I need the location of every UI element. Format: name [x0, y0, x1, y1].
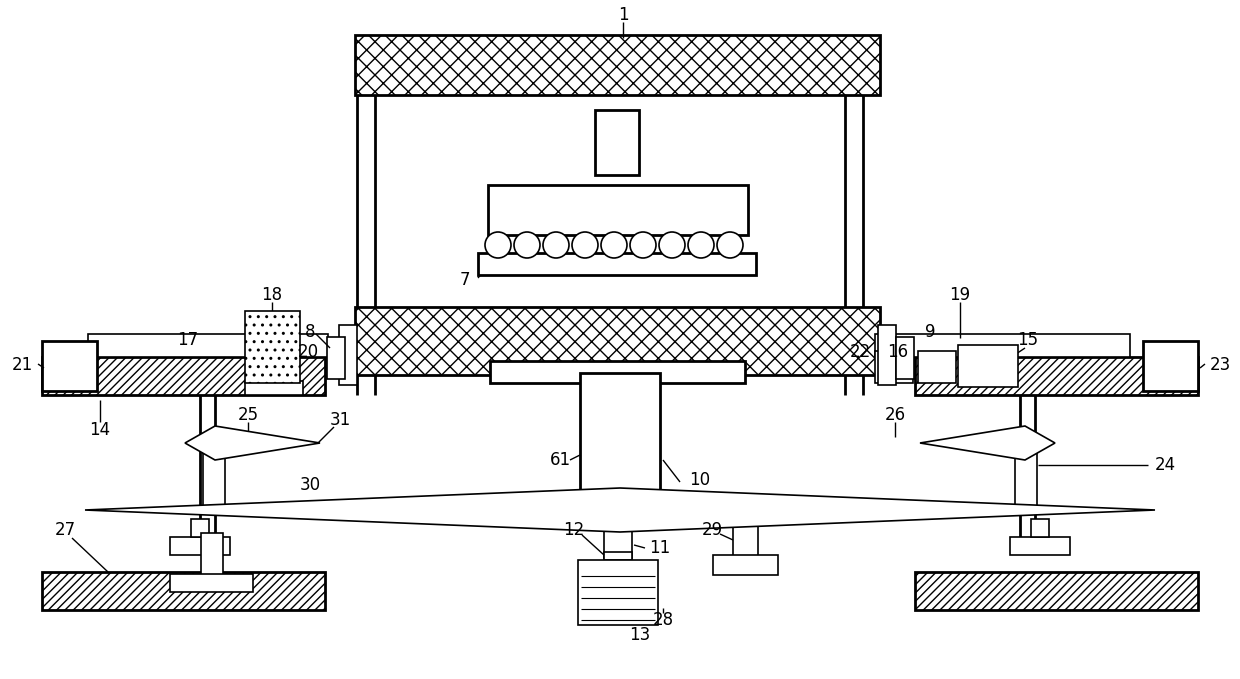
- Bar: [878, 325, 897, 385]
- Bar: [875, 334, 1130, 357]
- Polygon shape: [920, 426, 1055, 460]
- Bar: [201, 533, 223, 578]
- Text: 20: 20: [298, 343, 319, 361]
- Text: 24: 24: [1154, 456, 1176, 474]
- Bar: [42, 357, 325, 395]
- Bar: [915, 357, 1198, 395]
- Bar: [339, 325, 357, 385]
- Bar: [959, 345, 1018, 387]
- Bar: [246, 311, 300, 383]
- Text: 25: 25: [237, 406, 259, 424]
- Circle shape: [658, 232, 684, 258]
- Circle shape: [630, 232, 656, 258]
- Circle shape: [601, 232, 627, 258]
- Circle shape: [543, 232, 569, 258]
- Text: 12: 12: [563, 521, 584, 539]
- Bar: [875, 351, 913, 383]
- Bar: [580, 373, 660, 525]
- Polygon shape: [86, 488, 1154, 532]
- Text: 17: 17: [177, 331, 198, 349]
- Text: 11: 11: [650, 539, 671, 557]
- Circle shape: [485, 232, 511, 258]
- Bar: [1016, 445, 1037, 510]
- Bar: [595, 110, 639, 175]
- Bar: [713, 555, 777, 575]
- Bar: [897, 337, 914, 379]
- Bar: [604, 552, 632, 560]
- Bar: [733, 513, 758, 558]
- Text: 26: 26: [884, 406, 905, 424]
- Bar: [604, 513, 632, 558]
- Polygon shape: [185, 426, 320, 460]
- Bar: [327, 337, 345, 379]
- Bar: [88, 334, 329, 357]
- Text: 9: 9: [925, 323, 935, 341]
- Bar: [477, 253, 756, 275]
- Bar: [191, 519, 210, 537]
- Bar: [918, 351, 956, 383]
- Bar: [170, 537, 229, 555]
- Bar: [42, 341, 97, 391]
- Circle shape: [717, 232, 743, 258]
- Text: 23: 23: [1209, 356, 1230, 374]
- Text: 21: 21: [11, 356, 32, 374]
- Bar: [246, 381, 303, 395]
- Text: 18: 18: [262, 286, 283, 304]
- Circle shape: [515, 232, 539, 258]
- Bar: [355, 307, 880, 375]
- Text: 16: 16: [888, 343, 909, 361]
- Text: 15: 15: [1018, 331, 1039, 349]
- Bar: [42, 572, 325, 610]
- Bar: [915, 572, 1198, 610]
- Text: 31: 31: [330, 411, 351, 429]
- Text: 8: 8: [305, 323, 315, 341]
- Text: 19: 19: [950, 286, 971, 304]
- Bar: [203, 445, 224, 510]
- Text: 13: 13: [630, 626, 651, 644]
- Bar: [1143, 341, 1198, 391]
- Bar: [490, 361, 745, 383]
- Text: 10: 10: [689, 471, 711, 489]
- Text: 30: 30: [299, 476, 321, 494]
- Bar: [1030, 519, 1049, 537]
- Text: 28: 28: [652, 611, 673, 629]
- Bar: [578, 560, 658, 625]
- Bar: [170, 574, 253, 592]
- Text: 61: 61: [549, 451, 570, 469]
- Text: 22: 22: [849, 343, 870, 361]
- Text: 27: 27: [55, 521, 76, 539]
- Circle shape: [572, 232, 598, 258]
- Bar: [1011, 537, 1070, 555]
- Text: 14: 14: [89, 421, 110, 439]
- Circle shape: [688, 232, 714, 258]
- Bar: [355, 35, 880, 95]
- Text: 7: 7: [460, 271, 470, 289]
- Text: 1: 1: [618, 6, 629, 24]
- Text: 29: 29: [702, 521, 723, 539]
- Bar: [489, 185, 748, 235]
